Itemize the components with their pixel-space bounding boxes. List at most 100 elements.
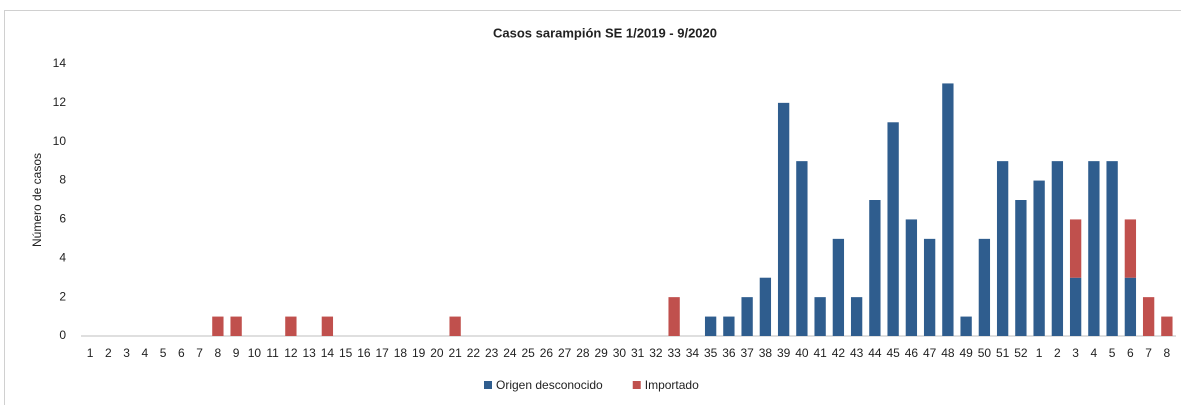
bar-segment — [978, 238, 991, 336]
x-tick-label: 6 — [178, 346, 185, 360]
bar-segment — [1033, 180, 1045, 336]
y-tick-label: 12 — [53, 95, 67, 109]
bar-segment — [832, 238, 845, 336]
x-tick-label: 43 — [850, 346, 864, 360]
bar-segment — [1124, 219, 1137, 278]
x-tick-label: 7 — [1145, 346, 1152, 360]
bar-segment — [230, 316, 242, 336]
x-tick-label: 14 — [321, 346, 335, 360]
x-tick-label: 2 — [105, 346, 112, 360]
x-tick-label: 45 — [886, 346, 900, 360]
x-tick-label: 46 — [905, 346, 919, 360]
bar-segment — [668, 297, 680, 336]
x-tick-label: 18 — [394, 346, 408, 360]
y-tick-label: 0 — [59, 328, 66, 342]
x-tick-label: 30 — [613, 346, 627, 360]
bar-segment — [850, 297, 863, 336]
x-tick-label: 27 — [558, 346, 572, 360]
bar-segment — [942, 83, 954, 336]
legend-swatch — [632, 381, 641, 389]
x-tick-label: 3 — [123, 346, 130, 360]
x-tick-label: 39 — [777, 346, 791, 360]
x-tick-label: 44 — [868, 346, 882, 360]
bar-segment — [777, 102, 790, 336]
x-tick-label: 12 — [284, 346, 298, 360]
bar-segment — [704, 316, 717, 336]
bar-segment — [905, 219, 918, 336]
x-tick-label: 6 — [1127, 346, 1134, 360]
bar-segment — [1124, 277, 1137, 336]
x-tick-label: 8 — [1164, 346, 1171, 360]
x-tick-label: 5 — [1109, 346, 1116, 360]
legend-label: Origen desconocido — [496, 378, 603, 392]
x-tick-label: 25 — [521, 346, 535, 360]
y-tick-label: 8 — [59, 173, 66, 187]
x-tick-label: 4 — [1091, 346, 1098, 360]
x-tick-label: 19 — [412, 346, 426, 360]
x-tick-label: 20 — [430, 346, 444, 360]
y-tick-label: 10 — [53, 134, 67, 148]
bar-segment — [1106, 161, 1118, 336]
x-tick-label: 33 — [667, 346, 681, 360]
x-tick-label: 38 — [759, 346, 773, 360]
x-tick-label: 17 — [375, 346, 389, 360]
x-tick-label: 50 — [978, 346, 992, 360]
y-axis-label: Número de casos — [30, 153, 44, 247]
bar-segment — [887, 122, 899, 337]
legend-label: Importado — [645, 378, 699, 392]
x-tick-label: 24 — [503, 346, 517, 360]
x-tick-label: 3 — [1072, 346, 1079, 360]
bar-segment — [869, 200, 881, 336]
x-tick-label: 42 — [832, 346, 846, 360]
x-tick-label: 37 — [740, 346, 754, 360]
bar-segment — [996, 161, 1009, 336]
x-tick-label: 29 — [594, 346, 608, 360]
y-tick-label: 6 — [59, 212, 66, 226]
bar-segment — [1051, 161, 1064, 336]
bar-segment — [1069, 277, 1082, 336]
y-tick-label: 4 — [59, 250, 66, 264]
x-tick-label: 35 — [704, 346, 718, 360]
bar-segment — [796, 161, 808, 336]
x-tick-label: 51 — [996, 346, 1010, 360]
x-tick-label: 7 — [196, 346, 203, 360]
chart-title: Casos sarampión SE 1/2019 - 9/2020 — [493, 25, 717, 40]
y-tick-label: 2 — [59, 289, 66, 303]
bar-segment — [1015, 200, 1027, 336]
bar-segment — [1142, 297, 1155, 336]
x-tick-label: 26 — [540, 346, 554, 360]
x-tick-label: 2 — [1054, 346, 1061, 360]
x-tick-label: 1 — [1036, 346, 1043, 360]
y-tick-label: 14 — [53, 56, 67, 70]
bar-segment — [741, 297, 753, 336]
x-tick-label: 36 — [722, 346, 736, 360]
bar-segment — [960, 316, 972, 336]
x-tick-label: 47 — [923, 346, 937, 360]
bar-segment — [285, 316, 297, 336]
bar-segment — [1088, 161, 1100, 336]
x-tick-label: 5 — [160, 346, 167, 360]
x-tick-label: 11 — [266, 346, 279, 360]
x-tick-label: 34 — [686, 346, 700, 360]
bar-segment — [1069, 219, 1082, 278]
bar-segment — [723, 316, 735, 336]
bar-segment — [321, 316, 334, 336]
x-tick-label: 21 — [448, 346, 462, 360]
x-tick-label: 52 — [1014, 346, 1028, 360]
x-tick-label: 10 — [248, 346, 262, 360]
x-tick-label: 9 — [233, 346, 240, 360]
bar-segment — [212, 316, 224, 336]
x-tick-label: 1 — [87, 346, 94, 360]
bar-segment — [449, 316, 461, 336]
x-tick-label: 49 — [959, 346, 973, 360]
chart-frame — [4, 10, 1181, 405]
x-tick-label: 32 — [649, 346, 663, 360]
x-tick-label: 15 — [339, 346, 353, 360]
x-tick-label: 31 — [631, 346, 645, 360]
x-tick-label: 13 — [302, 346, 316, 360]
x-tick-label: 8 — [215, 346, 222, 360]
x-tick-label: 4 — [142, 346, 149, 360]
x-tick-label: 16 — [357, 346, 371, 360]
